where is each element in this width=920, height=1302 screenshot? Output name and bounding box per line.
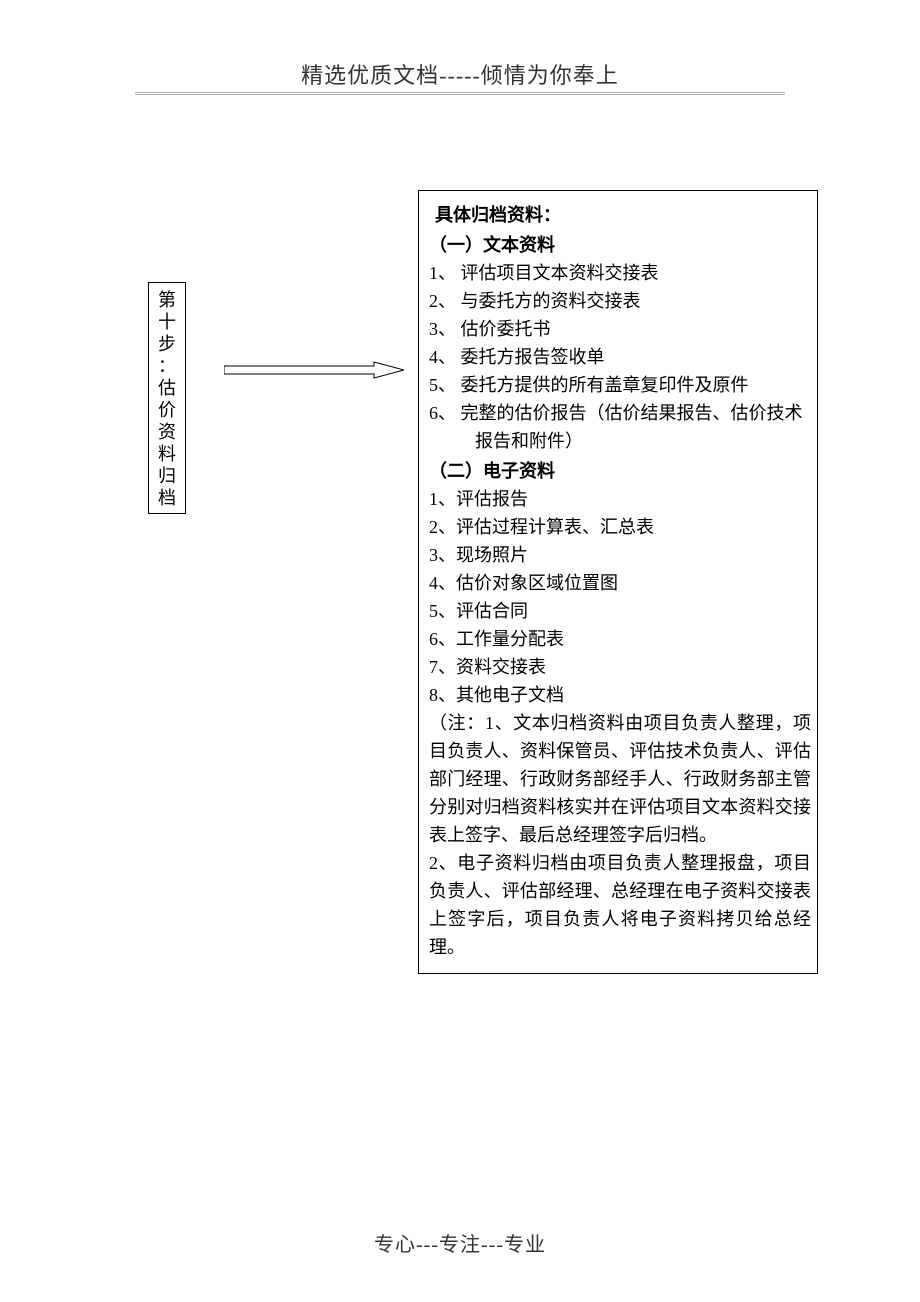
step-char: ： [149,355,185,377]
step-char: 价 [149,399,185,421]
page-footer: 专心---专注---专业 [0,1228,920,1257]
list-item: 7、资料交接表 [429,653,811,681]
list-item: 3、现场照片 [429,541,811,569]
list-item: 6、工作量分配表 [429,625,811,653]
section-head: （二）电子资料 [429,457,811,483]
list-item: 5、评估合同 [429,597,811,625]
header-rule [135,92,785,93]
header-rule [135,94,785,95]
step-char: 归 [149,465,185,487]
archive-details-box: 具体归档资料： （一）文本资料 1、 评估项目文本资料交接表 2、 与委托方的资… [418,190,818,974]
step-box: 第 十 步 ： 估 价 资 料 归 档 [148,282,186,514]
list-item: 8、其他电子文档 [429,681,811,709]
page-root: 精选优质文档-----倾情为你奉上 第 十 步 ： 估 价 资 料 归 档 具体… [0,0,920,1302]
list-item: 2、 与委托方的资料交接表 [429,287,811,315]
step-char: 估 [149,377,185,399]
list-item: 1、评估报告 [429,485,811,513]
list-item: 6、 完整的估价报告（估价结果报告、估价技术报告和附件） [429,399,811,455]
list-item: 4、估价对象区域位置图 [429,569,811,597]
page-header: 精选优质文档-----倾情为你奉上 [0,58,920,90]
step-char: 第 [149,289,185,311]
box-title: 具体归档资料： [435,201,811,227]
list-item: 3、 估价委托书 [429,315,811,343]
note-text: （注：1、文本归档资料由项目负责人整理，项目负责人、资料保管员、评估技术负责人、… [429,709,811,849]
step-char: 步 [149,333,185,355]
note-text: 2、电子资料归档由项目负责人整理报盘，项目负责人、评估部经理、总经理在电子资料交… [429,849,811,961]
step-char: 十 [149,311,185,333]
list-item: 5、 委托方提供的所有盖章复印件及原件 [429,371,811,399]
list-item: 1、 评估项目文本资料交接表 [429,259,811,287]
list-item: 2、评估过程计算表、汇总表 [429,513,811,541]
step-char: 档 [149,487,185,509]
arrow-icon [224,360,404,380]
list-item: 4、 委托方报告签收单 [429,343,811,371]
section-head: （一）文本资料 [429,231,811,257]
step-char: 料 [149,443,185,465]
step-char: 资 [149,421,185,443]
